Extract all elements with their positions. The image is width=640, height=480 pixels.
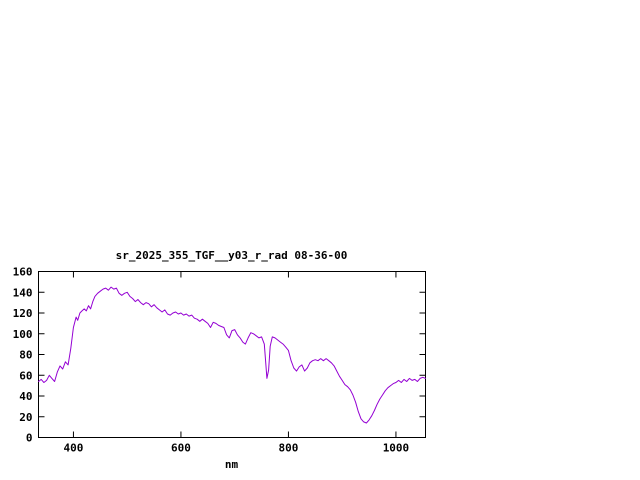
chart-title: sr_2025_355_TGF__y03_r_rad 08-36-00	[115, 249, 348, 262]
y-tick-label: 120	[13, 307, 33, 320]
y-tick-label: 40	[19, 390, 32, 403]
y-tick-label: 100	[13, 328, 33, 341]
y-tick-label: 60	[19, 369, 32, 382]
plot-border	[38, 271, 426, 438]
x-tick-label: 400	[64, 442, 84, 455]
x-tick-label: 1000	[383, 442, 410, 455]
y-tick-label: 0	[26, 432, 33, 445]
x-tick-label: 800	[279, 442, 299, 455]
x-axis-label: nm	[224, 458, 239, 471]
y-tick-label: 20	[19, 411, 32, 424]
y-tick-label: 140	[13, 286, 33, 299]
y-tick-label: 80	[19, 349, 32, 362]
spectrum-line	[38, 286, 426, 424]
x-tick-label: 600	[171, 442, 191, 455]
y-tick-label: 160	[13, 266, 33, 279]
